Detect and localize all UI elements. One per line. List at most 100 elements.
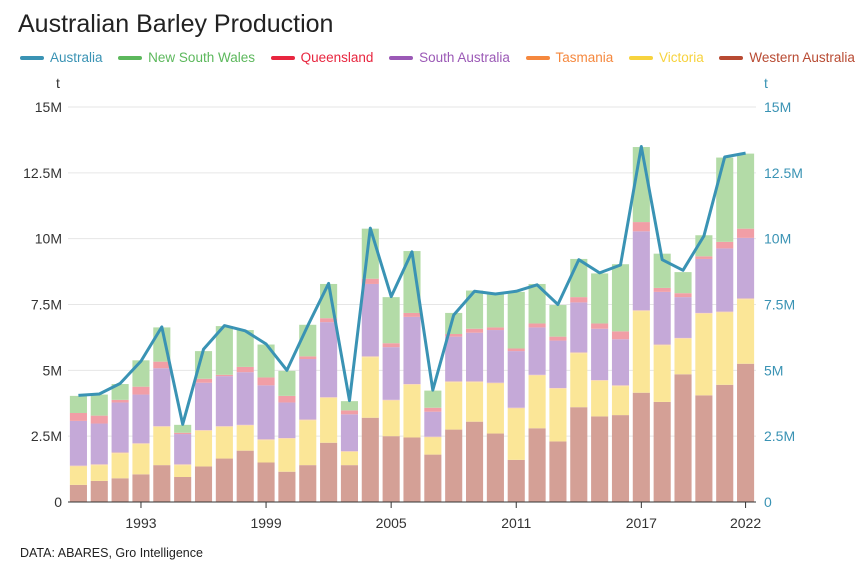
bar-western-australia: [653, 401, 671, 502]
bar-tasmania: [424, 436, 442, 438]
bar-tasmania: [737, 298, 755, 300]
bar-tasmania: [69, 465, 87, 467]
bar-victoria: [424, 437, 442, 455]
bar-queensland: [716, 241, 734, 249]
bar-queensland: [320, 318, 338, 323]
x-tick-label: 2022: [730, 515, 761, 531]
bar-tasmania: [445, 381, 463, 383]
legend-item-australia[interactable]: Australia: [20, 50, 103, 65]
bar-queensland: [632, 222, 650, 232]
bar-queensland: [69, 412, 87, 421]
bar-new-south-wales: [111, 384, 129, 400]
bar-queensland: [445, 333, 463, 337]
bar-new-south-wales: [215, 326, 233, 375]
bar-new-south-wales: [236, 330, 254, 367]
bar-south-australia: [632, 231, 650, 311]
bar-south-australia: [653, 291, 671, 345]
bar-western-australia: [611, 415, 630, 502]
bar-western-australia: [424, 454, 442, 502]
bar-western-australia: [445, 429, 463, 502]
bar-victoria: [194, 430, 213, 467]
bar-new-south-wales: [549, 305, 567, 337]
bar-victoria: [507, 408, 525, 460]
bar-tasmania: [695, 312, 713, 314]
bar-south-australia: [90, 423, 108, 465]
bar-queensland: [382, 343, 400, 348]
legend-label: Tasmania: [555, 50, 614, 65]
bar-queensland: [132, 386, 150, 395]
bar-tasmania: [382, 399, 400, 401]
y-tick-label: 15M: [35, 99, 62, 115]
bar-south-australia: [486, 330, 504, 383]
bar-queensland: [174, 432, 192, 435]
bar-victoria: [174, 465, 192, 477]
bar-victoria: [570, 353, 588, 408]
legend-item-queensland[interactable]: Queensland: [270, 50, 374, 65]
bar-western-australia: [737, 363, 755, 502]
bar-south-australia: [361, 283, 379, 357]
bar-tasmania: [674, 337, 692, 339]
bar-tasmania: [132, 443, 150, 445]
bar-western-australia: [507, 459, 525, 502]
bar-victoria: [737, 299, 755, 364]
bar-south-australia: [465, 332, 484, 382]
bar-new-south-wales: [674, 272, 692, 294]
y-tick-label: 7.5M: [31, 297, 62, 313]
y-tick-label: 5M: [43, 362, 62, 378]
legend-label: Australia: [50, 50, 103, 65]
bar-south-australia: [111, 402, 129, 453]
bar-south-australia: [424, 411, 442, 437]
legend-label: Queensland: [300, 50, 374, 65]
bar-victoria: [320, 397, 338, 443]
bar-new-south-wales: [174, 424, 192, 433]
legend-swatch: [525, 55, 550, 60]
legend-item-western-australia[interactable]: Western Australia: [719, 50, 855, 65]
bar-queensland: [486, 327, 504, 331]
bar-victoria: [111, 453, 129, 479]
bar-new-south-wales: [465, 290, 484, 329]
bar-tasmania: [632, 310, 650, 312]
x-tick-label: 1999: [250, 515, 281, 531]
bar-south-australia: [528, 327, 546, 375]
bar-victoria: [69, 466, 87, 485]
bar-queensland: [111, 399, 129, 403]
bar-queensland: [215, 374, 233, 377]
legend-swatch: [20, 55, 44, 60]
bar-victoria: [486, 383, 504, 434]
bar-south-australia: [716, 248, 734, 312]
legend-item-tasmania[interactable]: Tasmania: [525, 50, 614, 65]
legend-item-new-south-wales[interactable]: New South Wales: [118, 50, 255, 65]
bar-western-australia: [69, 484, 87, 502]
x-tick-label: 2017: [626, 515, 657, 531]
bar-victoria: [278, 438, 296, 472]
bar-tasmania: [257, 439, 275, 441]
chart-plot: t t 0 0 2.5M 2.5M 5M 5M 7.5M 7.5M 10M 10M 12.5M 12.…: [23, 75, 803, 531]
bar-new-south-wales: [90, 394, 108, 416]
bar-western-australia: [695, 395, 713, 502]
bar-tasmania: [320, 397, 338, 398]
bar-queensland: [194, 378, 213, 383]
legend-item-victoria[interactable]: Victoria: [628, 50, 704, 65]
bar-western-australia: [361, 417, 379, 502]
bar-tasmania: [361, 356, 379, 358]
bar-new-south-wales: [132, 360, 150, 387]
bar-western-australia: [716, 384, 734, 502]
bar-victoria: [257, 440, 275, 463]
bar-tasmania: [153, 426, 171, 427]
bar-south-australia: [445, 336, 463, 382]
bar-south-australia: [278, 402, 296, 439]
bar-new-south-wales: [69, 395, 87, 413]
bar-western-australia: [153, 465, 171, 502]
bar-victoria: [653, 345, 671, 402]
left-axis-unit: t: [56, 75, 60, 91]
legend-item-south-australia[interactable]: South Australia: [389, 50, 510, 65]
bar-queensland: [403, 312, 421, 317]
bar-western-australia: [132, 474, 150, 502]
series-line-australia: [78, 145, 746, 426]
bar-tasmania: [111, 452, 129, 454]
bar-new-south-wales: [340, 401, 359, 411]
bar-new-south-wales: [278, 370, 296, 396]
bar-new-south-wales: [716, 157, 734, 242]
y-tick-label-right: 5M: [764, 362, 783, 378]
bar-western-australia: [486, 433, 504, 502]
